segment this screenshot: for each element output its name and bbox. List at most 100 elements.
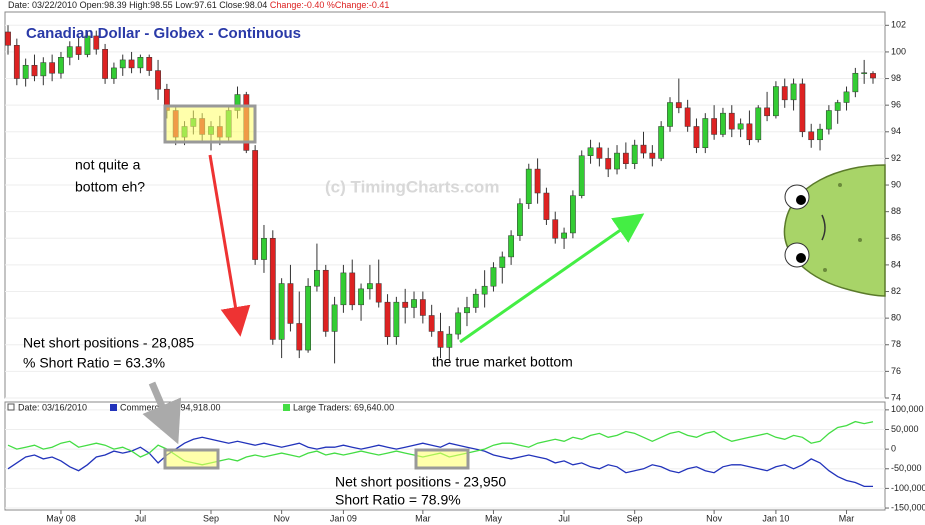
candle-body	[711, 118, 718, 135]
candle-body	[631, 144, 638, 164]
x-tick-label: Sep	[203, 513, 219, 523]
x-tick-label: Sep	[627, 513, 643, 523]
candle-body	[781, 86, 788, 101]
legend-swatch	[110, 404, 117, 411]
y-tick-label: 94	[891, 126, 901, 136]
cot-panel	[4, 401, 886, 511]
x-tick-label: Jan 09	[330, 513, 357, 523]
candle-body	[746, 123, 753, 141]
x-tick-label: May	[485, 513, 503, 523]
candle-body	[499, 256, 506, 268]
y-tick-label: 84	[891, 259, 901, 269]
candle-body	[22, 64, 29, 79]
highlight-box	[163, 104, 257, 144]
y-tick-label: 98	[891, 73, 901, 83]
candle-body	[755, 107, 762, 141]
candle-body	[358, 288, 364, 306]
candle-body	[261, 238, 267, 260]
candle-body	[578, 155, 585, 196]
candle-body	[84, 35, 91, 55]
candle-body	[825, 110, 832, 130]
watermark: (c) TimingCharts.com	[325, 177, 499, 196]
candle-body	[93, 35, 100, 50]
header: Date: 03/22/2010 Open:98.39 High:98.55 L…	[8, 0, 389, 10]
highlight-box	[163, 448, 220, 470]
candle-body	[552, 219, 559, 239]
y-tick-label: 82	[891, 286, 901, 296]
candle-body	[649, 152, 656, 159]
candle-body	[843, 91, 850, 103]
candle-body	[764, 107, 770, 117]
candle-body	[155, 70, 161, 90]
x-tick-label: Jul	[135, 513, 147, 523]
candle-body	[31, 64, 38, 77]
legend-label: Commercials: -94,918.00	[120, 402, 221, 412]
candle-body	[331, 304, 338, 332]
candle-body	[402, 301, 409, 308]
x-tick-label: Jan 10	[762, 513, 789, 523]
highlight-box	[414, 448, 470, 470]
y-tick-label: 0	[891, 444, 896, 454]
candle-body	[614, 152, 620, 170]
y-tick-label: 80	[891, 313, 901, 323]
y-tick-label: 102	[891, 20, 906, 30]
candle-body	[702, 118, 709, 149]
candle-body	[437, 331, 444, 348]
arrow	[208, 154, 251, 337]
candle-body	[137, 57, 144, 69]
candle-body	[375, 283, 382, 303]
candle-body	[411, 299, 417, 308]
y-tick-label: 78	[891, 339, 901, 349]
candle-body	[349, 272, 356, 306]
candle-body	[543, 192, 550, 220]
annotation: not quite a	[75, 157, 141, 173]
annotation: bottom eh?	[75, 179, 145, 195]
candle-body	[296, 323, 303, 351]
candle-body	[305, 285, 311, 351]
candle-body	[684, 107, 691, 127]
legend-box	[7, 403, 15, 411]
candle-body	[561, 232, 567, 239]
y-tick-label: 50,000	[891, 424, 919, 434]
candle-body	[446, 333, 453, 348]
candle-body	[720, 112, 726, 135]
candle-body	[428, 315, 435, 332]
candle-body	[111, 67, 117, 79]
candle-body	[314, 269, 320, 287]
y-tick-label: 76	[891, 366, 901, 376]
candle-body	[58, 57, 64, 74]
y-tick-label: -100,000	[891, 483, 925, 493]
candle-body	[773, 86, 779, 117]
candle-body	[870, 73, 876, 79]
candle-body	[817, 128, 823, 141]
annotation: Net short positions - 23,950	[335, 474, 506, 490]
x-tick-label: Mar	[839, 513, 855, 523]
candle-body	[852, 72, 859, 93]
y-tick-label: 74	[891, 392, 901, 402]
candle-body	[419, 299, 426, 316]
annotation: Short Ratio = 78.9%	[335, 492, 461, 508]
candle-body	[667, 102, 673, 127]
y-tick-label: -50,000	[891, 463, 922, 473]
legend-label: Large Traders: 69,640.00	[293, 402, 394, 412]
y-tick-label: 100,000	[891, 404, 924, 414]
y-tick-label: 100	[891, 46, 906, 56]
annotation: % Short Ratio = 63.3%	[23, 355, 165, 371]
candle-body	[790, 83, 797, 101]
candle-body	[287, 283, 294, 324]
annotation: the true market bottom	[432, 354, 573, 370]
x-tick-label: Mar	[415, 513, 431, 523]
candle-body	[675, 102, 682, 109]
candle-body	[640, 144, 647, 154]
candle-body	[596, 147, 603, 159]
candle-body	[278, 283, 285, 340]
candle-body	[693, 126, 700, 149]
legend-swatch	[283, 404, 290, 411]
candle-body	[622, 152, 629, 164]
candle-body	[570, 195, 576, 234]
candle-body	[49, 62, 56, 74]
annotation: Net short positions - 28,085	[23, 335, 194, 351]
candle-body	[481, 285, 488, 295]
y-tick-label: 90	[891, 179, 901, 189]
y-tick-label: -150,000	[891, 502, 925, 512]
